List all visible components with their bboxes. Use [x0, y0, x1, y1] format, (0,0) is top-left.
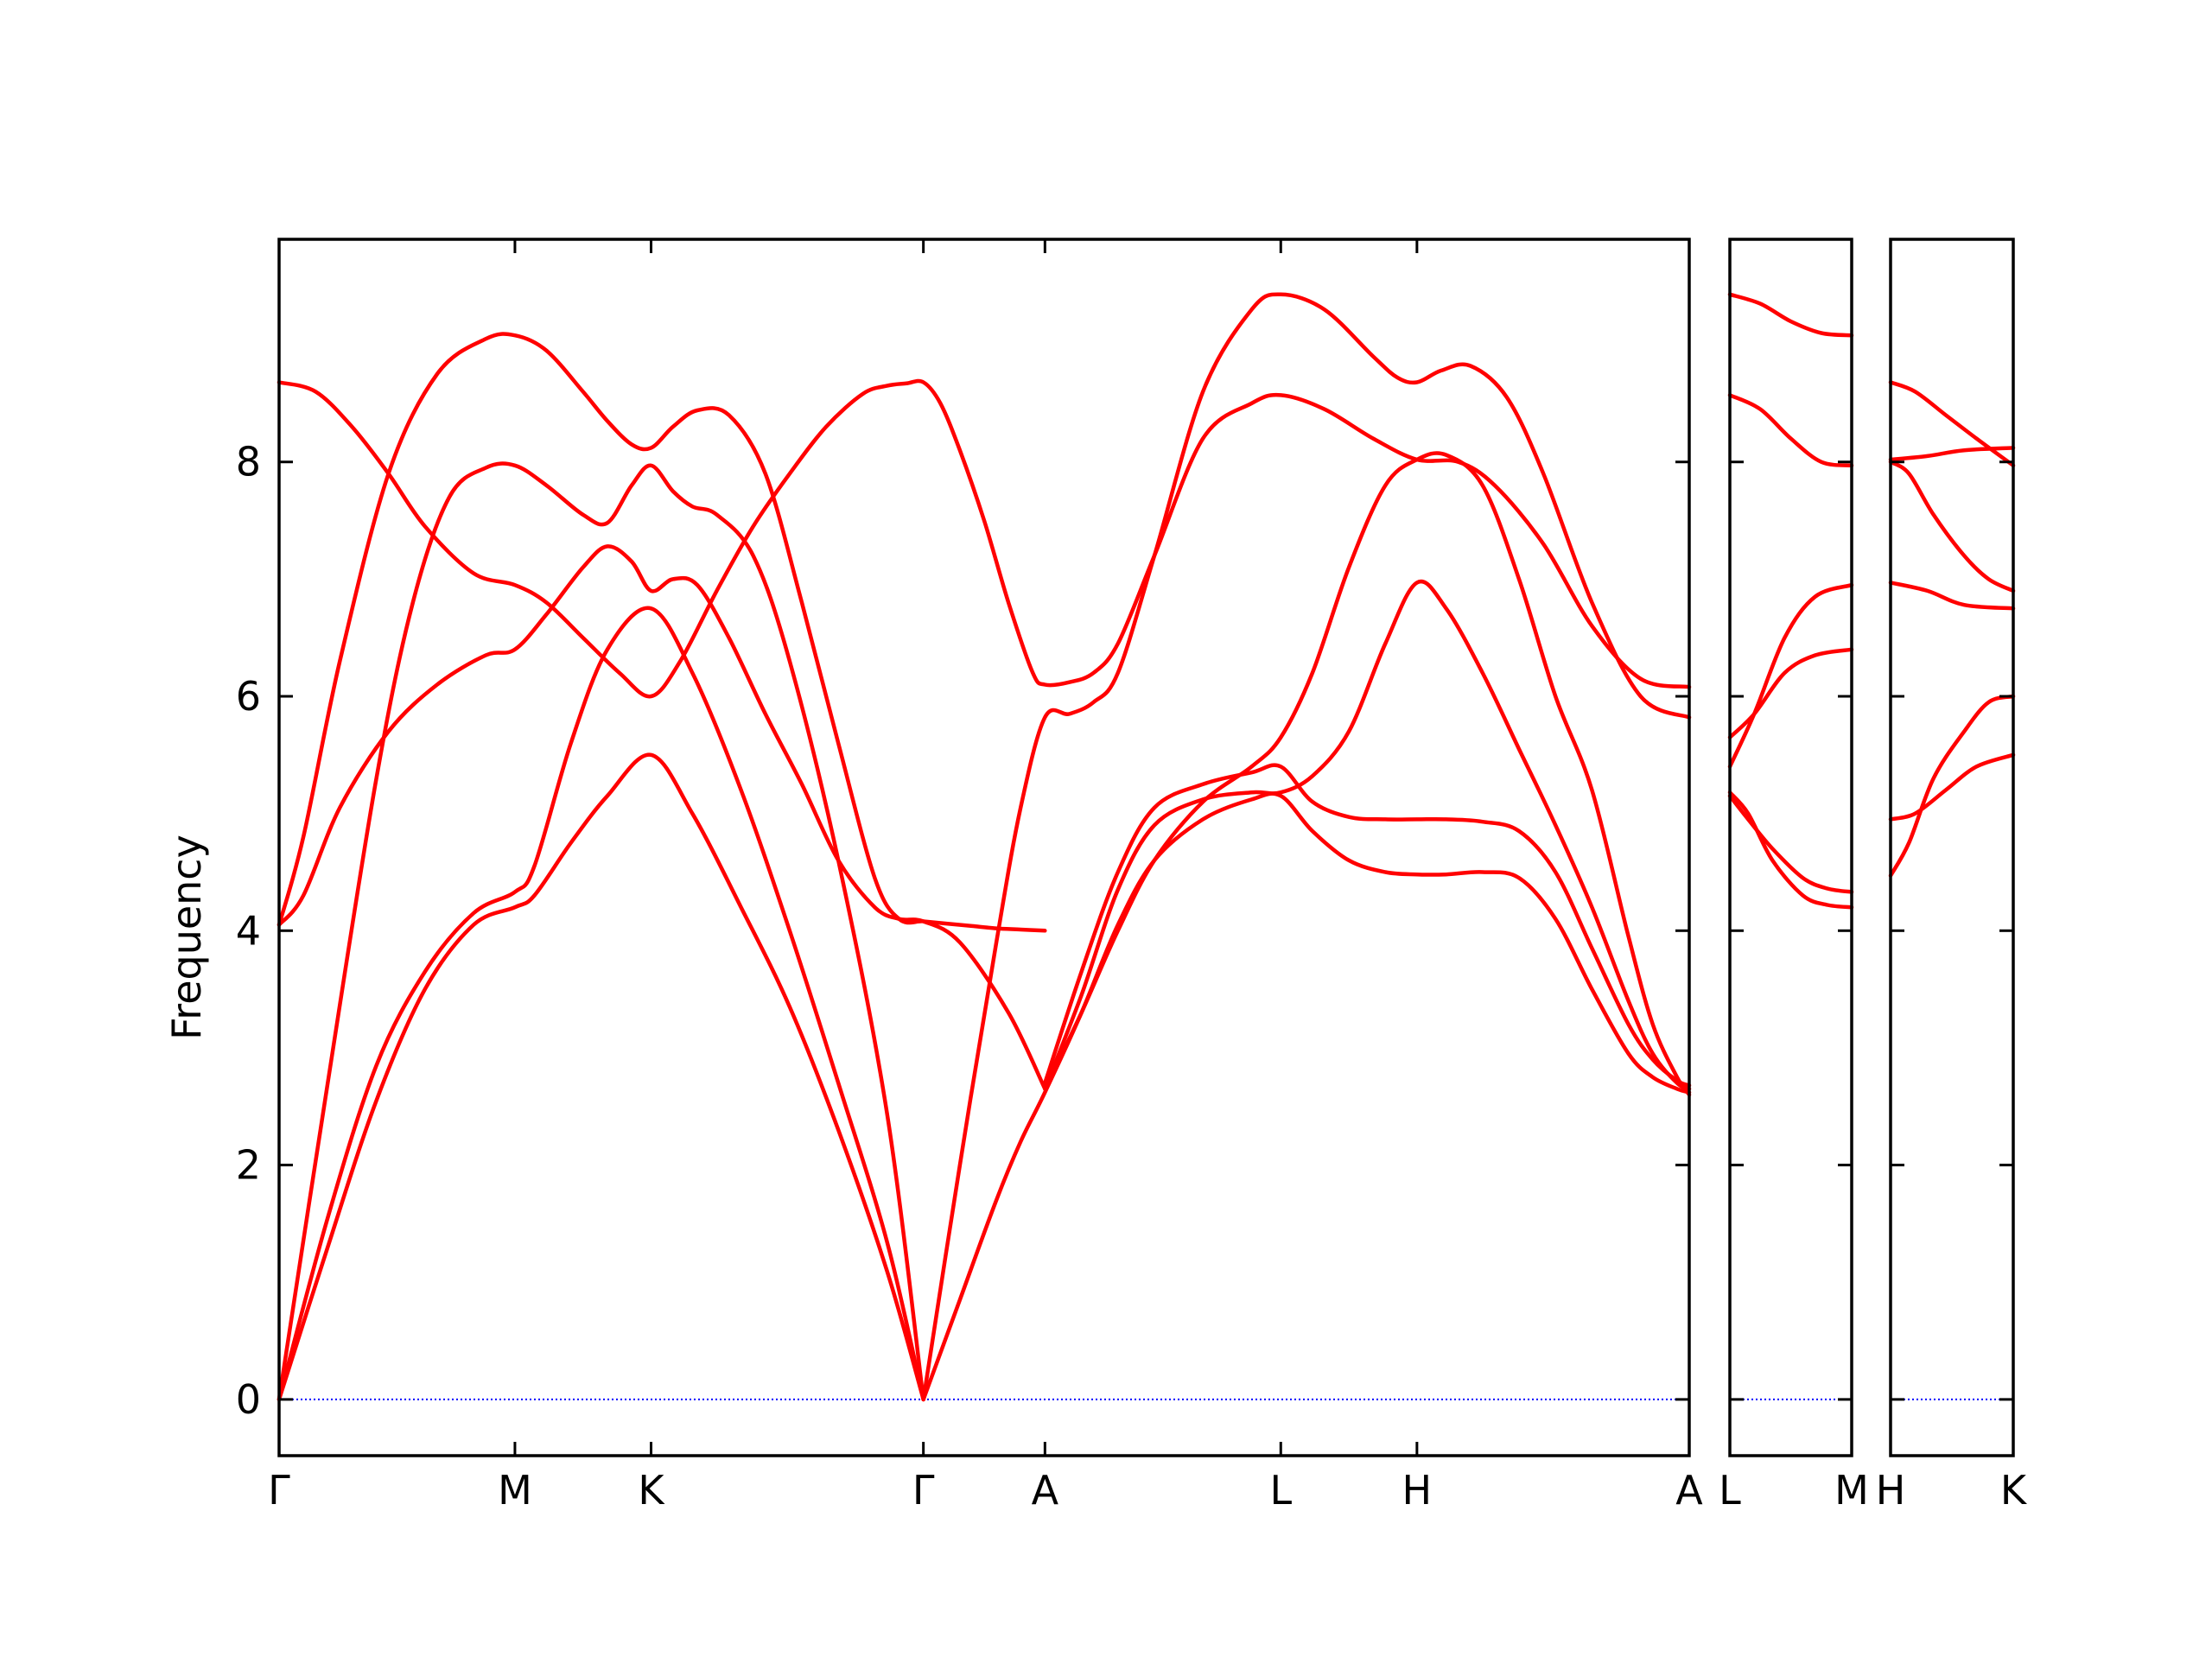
band-line-1-10 — [1043, 763, 1692, 1088]
band-line-2-3 — [1727, 647, 1854, 739]
band-line-3-3 — [1888, 460, 2016, 593]
y-tick-label: 2 — [236, 1142, 261, 1189]
band-line-1-8 — [921, 791, 1692, 1402]
band-line-1-2 — [276, 606, 925, 1402]
y-tick-label: 8 — [236, 439, 261, 486]
x-tick-label: H — [1876, 1467, 1906, 1514]
x-tick-label: A — [1675, 1467, 1703, 1514]
x-tick-label: A — [1032, 1467, 1059, 1514]
band-line-3-6 — [1888, 752, 2016, 822]
band-line-1-7 — [921, 292, 1692, 1402]
band-line-2-6 — [1727, 794, 1854, 894]
x-tick-label: K — [638, 1467, 665, 1514]
band-line-2-2 — [1727, 393, 1854, 468]
band-line-1-1 — [276, 752, 925, 1402]
x-tick-label: Γ — [912, 1467, 935, 1514]
band-line-2-4 — [1727, 582, 1854, 769]
y-axis-label: Frequency — [163, 835, 210, 1040]
band-line-1-11 — [1043, 451, 1692, 1097]
x-tick-label: L — [1269, 1467, 1292, 1514]
y-tick-label: 6 — [236, 673, 261, 720]
x-tick-label: Γ — [268, 1467, 290, 1514]
band-line-1-6 — [276, 378, 1692, 699]
panel-frame — [277, 238, 1691, 1457]
band-line-2-1 — [1727, 292, 1854, 338]
band-line-1-3 — [276, 461, 925, 1402]
x-tick-label: M — [498, 1467, 532, 1514]
panel-frame — [1889, 238, 2015, 1457]
panel-frame — [1728, 238, 1853, 1457]
band-line-3-2 — [1888, 446, 2016, 462]
band-line-2-5 — [1727, 790, 1854, 910]
band-line-1-9 — [1043, 579, 1692, 1091]
x-tick-label: H — [1402, 1467, 1433, 1514]
x-tick-label: L — [1719, 1467, 1741, 1514]
x-tick-label: K — [2000, 1467, 2028, 1514]
band-line-3-4 — [1888, 581, 2016, 611]
x-tick-label: M — [1834, 1467, 1869, 1514]
y-tick-label: 0 — [236, 1376, 261, 1423]
y-tick-labels: 0 2 4 6 8 — [236, 439, 261, 1423]
band-line-3-5 — [1888, 694, 2016, 878]
y-tick-label: 4 — [236, 907, 261, 954]
